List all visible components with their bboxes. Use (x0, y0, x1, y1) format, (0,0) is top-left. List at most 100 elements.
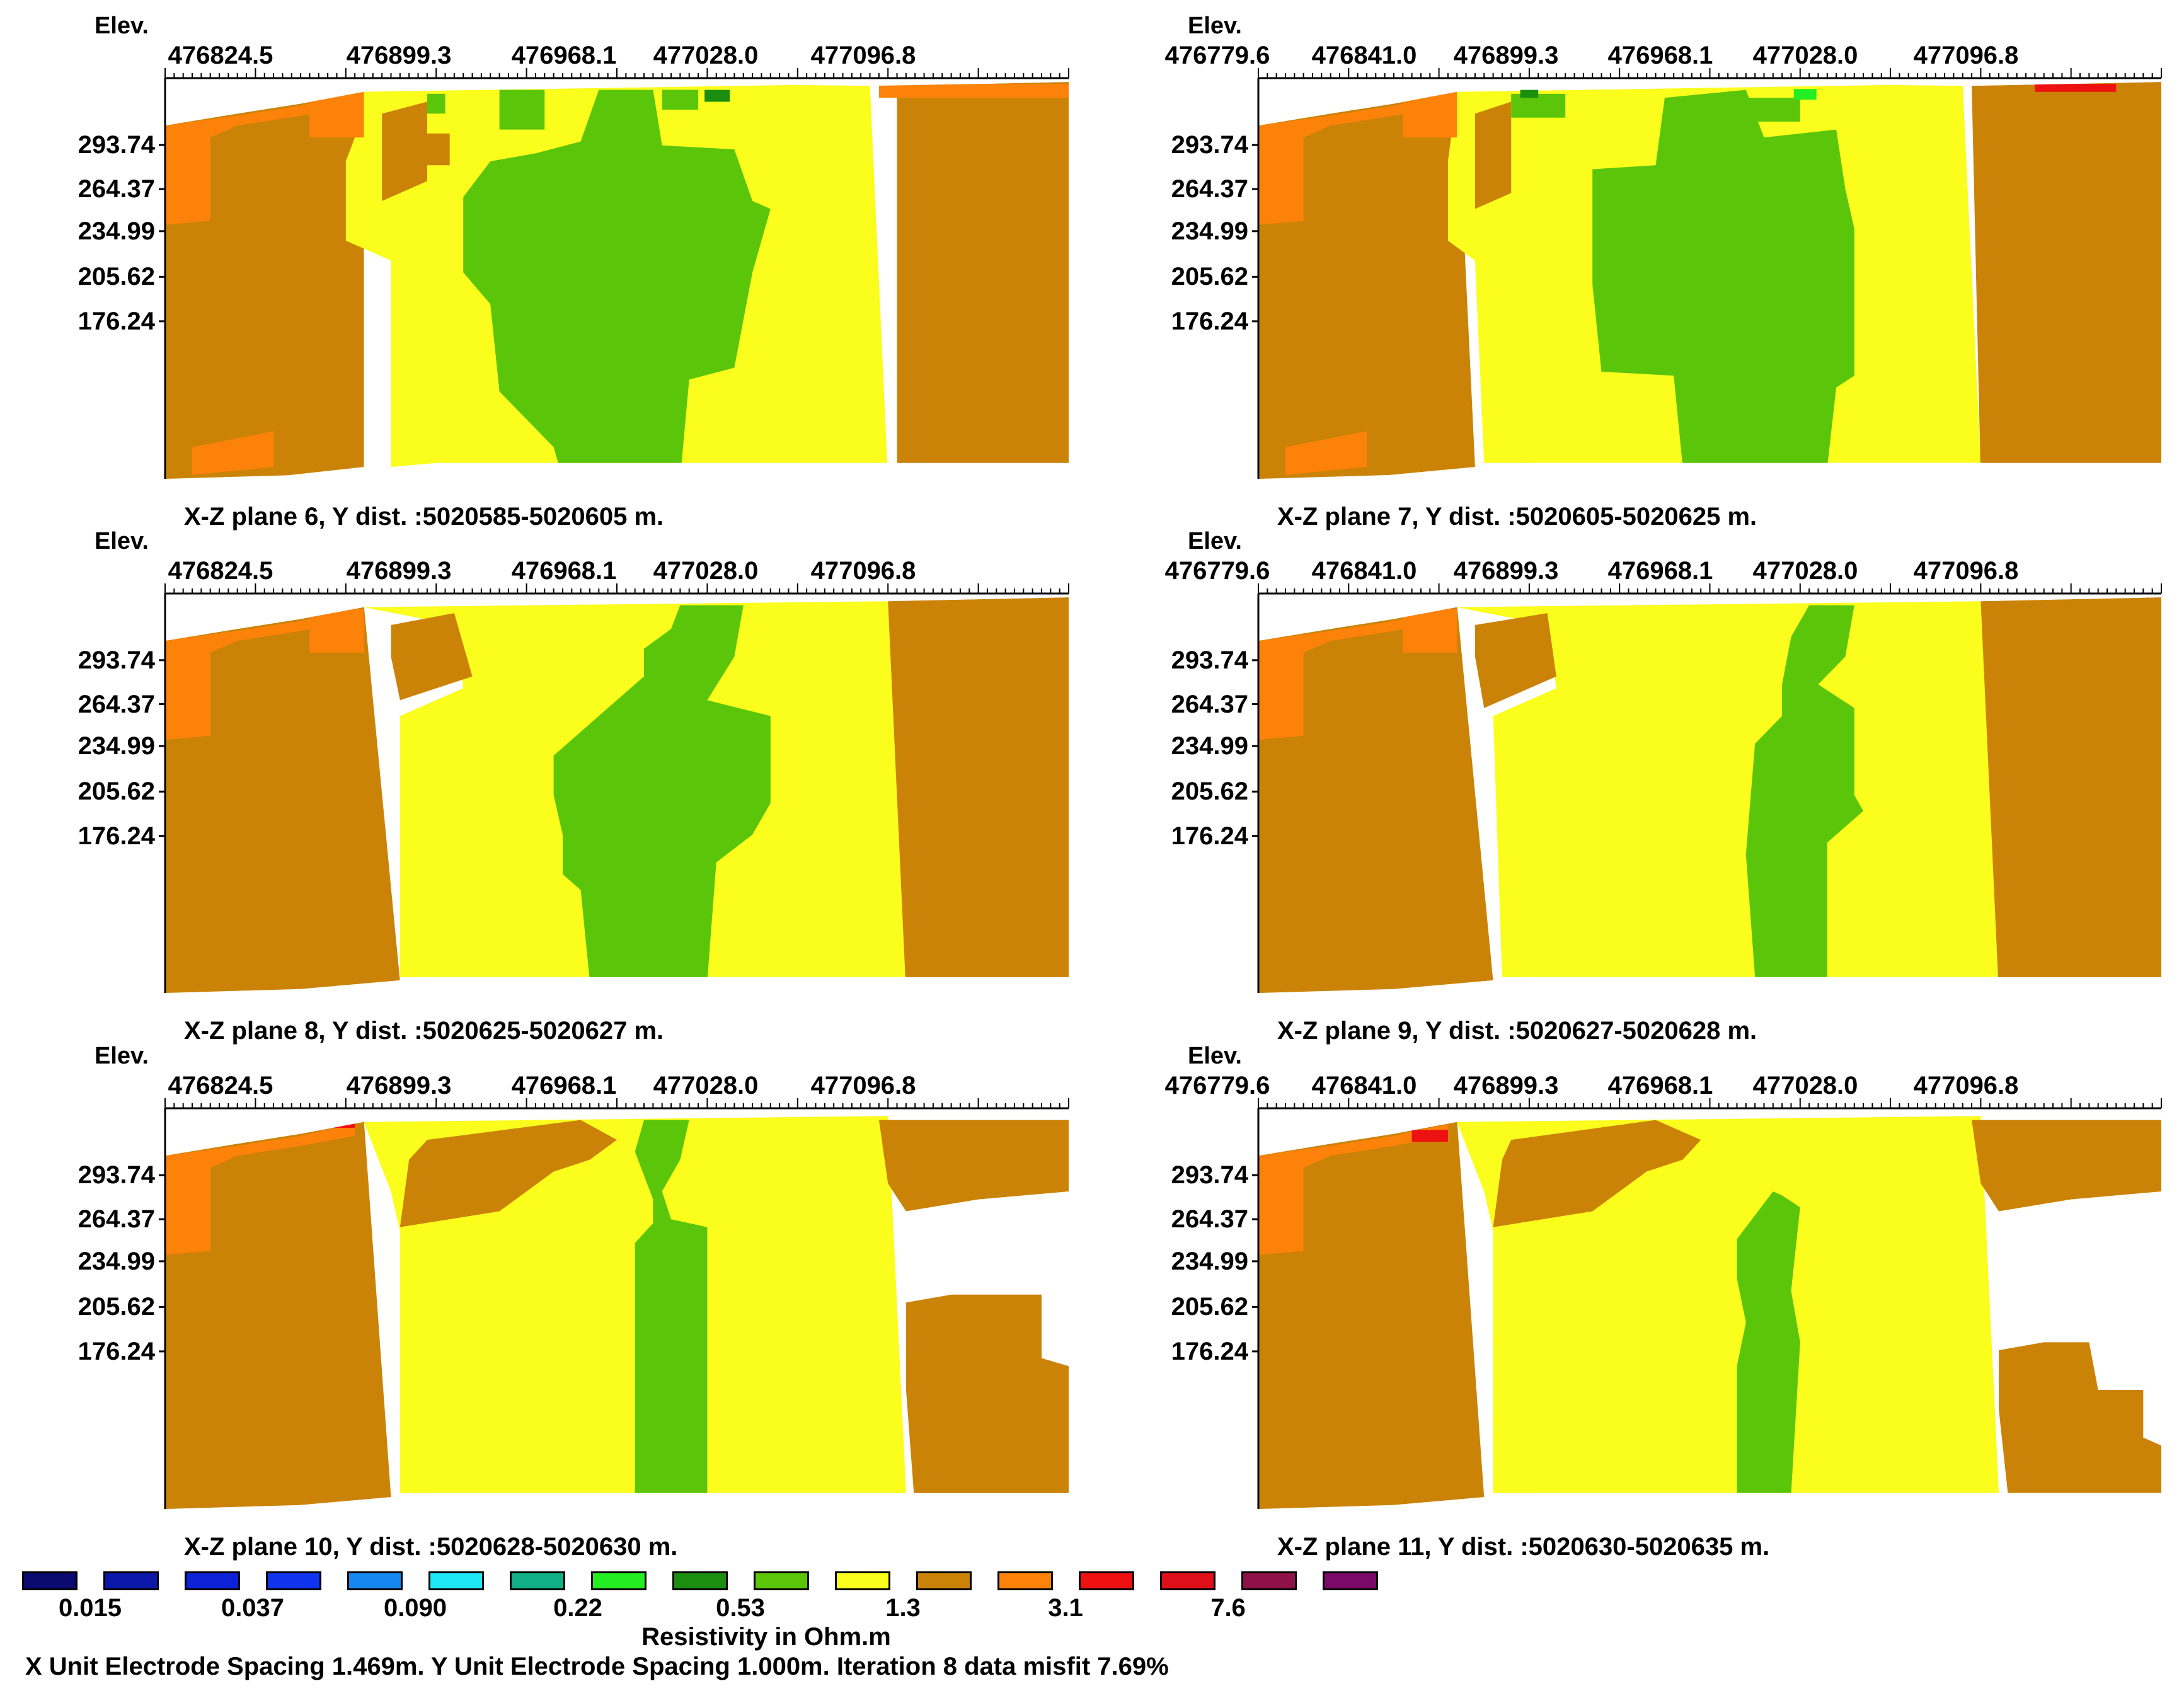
x-tick-label: 476899.3 (1453, 42, 1559, 69)
section-plot (1252, 1098, 2162, 1509)
resistivity-region-brown (905, 1294, 1069, 1509)
resistivity-region-green (1745, 605, 1864, 977)
legend-swatch (672, 1571, 728, 1590)
resistivity-region-orange (1403, 89, 1457, 138)
elev-label: Elev. (95, 1043, 149, 1069)
resistivity-region-brown (1474, 613, 1556, 708)
legend-swatch (835, 1571, 890, 1590)
legend-swatch (1241, 1571, 1297, 1590)
legend-value: 0.015 (58, 1594, 122, 1622)
resistivity-region-green (662, 89, 699, 110)
plane-caption: X-Z plane 10, Y dist. :5020628-5020630 m… (184, 1533, 678, 1561)
plane-caption: X-Z plane 7, Y dist. :5020605-5020625 m. (1277, 503, 1757, 531)
legend-swatch (916, 1571, 972, 1590)
resistivity-region-red (2035, 84, 2117, 92)
y-tick-label: 176.24 (78, 822, 155, 850)
resistivity-region-brown (165, 1120, 391, 1509)
x-tick-label: 476968.1 (511, 42, 617, 69)
resistivity-region-orange (165, 93, 355, 225)
legend-swatch (428, 1571, 484, 1590)
y-tick-label: 293.74 (78, 646, 155, 674)
y-tick-label: 205.62 (78, 263, 155, 291)
plane-caption: X-Z plane 6, Y dist. :5020585-5020605 m. (184, 503, 664, 531)
resistivity-region-brown (1493, 1120, 1701, 1227)
y-tick-label: 234.99 (78, 1247, 155, 1275)
resistivity-region-yellow (1457, 601, 1999, 977)
elev-label: Elev. (1188, 528, 1242, 554)
legend-swatch (754, 1571, 809, 1590)
resistivity-region-brightgreen (1793, 89, 1817, 100)
elev-label: Elev. (1188, 1043, 1242, 1069)
resistivity-region-orange (165, 609, 355, 740)
resistivity-region-brown (878, 1120, 1069, 1212)
x-tick-label: 477096.8 (810, 42, 916, 69)
y-tick-label: 176.24 (1171, 822, 1248, 850)
resistivity-region-orange (1258, 609, 1448, 740)
y-tick-label: 176.24 (78, 307, 155, 335)
x-tick-label: 476968.1 (511, 557, 617, 585)
x-tick-label: 476779.6 (1164, 557, 1270, 585)
resistivity-region-brown (1258, 605, 1493, 993)
x-tick-label: 477028.0 (653, 557, 759, 585)
resistivity-region-green (427, 93, 445, 114)
legend-swatch (1160, 1571, 1216, 1590)
resistivity-region-green (635, 1120, 708, 1493)
y-tick-label: 205.62 (1171, 263, 1248, 291)
legend-swatch (22, 1571, 78, 1590)
legend-swatch (1323, 1571, 1378, 1590)
resistivity-region-orange (1258, 1123, 1448, 1255)
plane-caption: X-Z plane 8, Y dist. :5020625-5020627 m. (184, 1017, 664, 1045)
legend-value: 0.53 (716, 1594, 765, 1622)
y-tick-label: 205.62 (78, 1293, 155, 1321)
x-tick-label: 476779.6 (1164, 1072, 1270, 1099)
x-tick-label: 477096.8 (810, 557, 916, 585)
legend-value: 0.090 (383, 1594, 447, 1622)
legend-swatch (185, 1571, 240, 1590)
x-tick-label: 476899.3 (346, 557, 452, 585)
y-tick-label: 264.37 (78, 175, 155, 204)
x-tick-label: 476968.1 (1607, 42, 1713, 69)
x-tick-label: 476824.5 (168, 42, 273, 69)
y-tick-label: 234.99 (78, 732, 155, 760)
x-tick-label: 477096.8 (810, 1072, 916, 1099)
x-tick-label: 476899.3 (346, 1072, 452, 1099)
legend-value: 1.3 (885, 1594, 921, 1622)
y-tick-label: 205.62 (78, 777, 155, 806)
y-tick-label: 234.99 (1171, 732, 1248, 760)
y-tick-label: 234.99 (1171, 217, 1248, 245)
resistivity-region-brown (1258, 89, 1475, 479)
resistivity-region-green (1511, 93, 1566, 118)
section-plot (159, 68, 1069, 479)
elev-label: Elev. (1188, 13, 1242, 39)
legend-swatch (347, 1571, 403, 1590)
legend-swatch (997, 1571, 1053, 1590)
resistivity-region-brown (391, 613, 473, 701)
y-tick-label: 264.37 (78, 690, 155, 718)
y-tick-label: 264.37 (1171, 1205, 1248, 1234)
resistivity-region-orange (309, 89, 364, 138)
legend-swatch (266, 1571, 321, 1590)
y-tick-label: 293.74 (1171, 131, 1248, 159)
resistivity-region-brown (165, 605, 400, 993)
resistivity-region-brown (1972, 82, 2161, 479)
legend-swatch (1079, 1571, 1134, 1590)
resistivity-region-orange (165, 1123, 355, 1255)
resistivity-region-green (463, 89, 771, 479)
resistivity-region-brown (418, 133, 450, 166)
elev-label: Elev. (95, 13, 149, 39)
resistivity-region-orange (1258, 93, 1448, 225)
x-tick-label: 477028.0 (1752, 42, 1858, 69)
legend-value: 3.1 (1048, 1594, 1083, 1622)
x-tick-label: 476841.0 (1311, 557, 1417, 585)
y-tick-label: 264.37 (1171, 690, 1248, 718)
x-tick-label: 476841.0 (1311, 1072, 1417, 1099)
resistivity-region-green (553, 605, 771, 982)
y-tick-label: 234.99 (78, 217, 155, 245)
legend-value: 7.6 (1210, 1594, 1246, 1622)
section-plot (1252, 583, 2162, 993)
y-tick-label: 176.24 (78, 1337, 155, 1365)
legend-value: 0.037 (221, 1594, 285, 1622)
x-tick-label: 477096.8 (1913, 557, 2019, 585)
resistivity-region-brown (1980, 597, 2161, 993)
resistivity-region-green (1737, 1191, 1800, 1493)
